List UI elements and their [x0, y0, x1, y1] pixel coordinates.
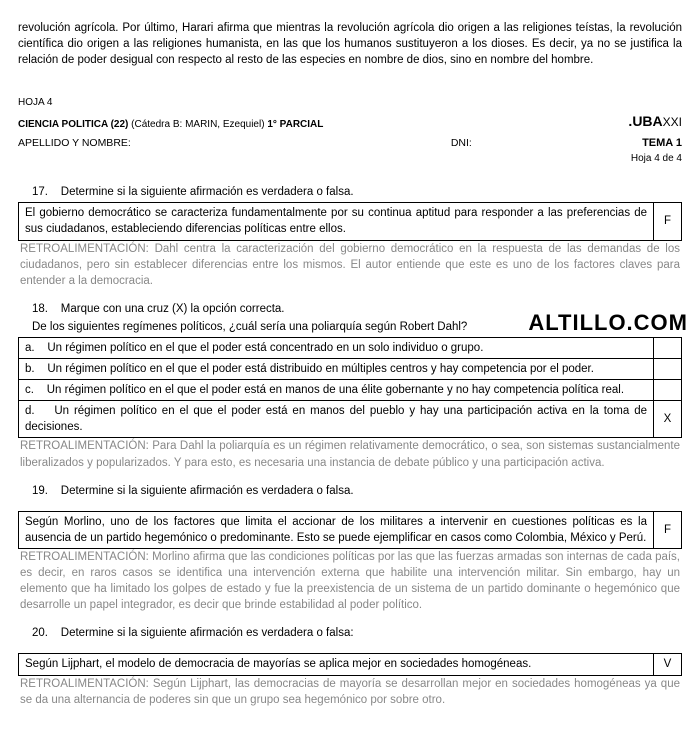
tema-hoja: TEMA 1 Hoja 4 de 4: [631, 136, 682, 166]
q17-statement: El gobierno democrático se caracteriza f…: [19, 203, 654, 240]
q19-statement: Según Morlino, uno de los factores que l…: [19, 511, 654, 548]
q19-box: Según Morlino, uno de los factores que l…: [18, 511, 682, 549]
q17-feedback-label: RETROALIMENTACIÓN:: [20, 243, 149, 255]
q18-opt-c-mark: [654, 380, 682, 401]
q20-number: 20.: [32, 627, 48, 639]
q19-feedback: RETROALIMENTACIÓN: Morlino afirma que la…: [18, 549, 682, 613]
dni-label: DNI:: [451, 136, 631, 166]
q19-answer: F: [654, 511, 682, 548]
q18-opt-c-cell: c. Un régimen político en el que el pode…: [19, 380, 654, 401]
q17-number: 17.: [32, 186, 48, 198]
q20-box: Según Lijphart, el modelo de democracia …: [18, 653, 682, 675]
intro-paragraph: revolución agrícola. Por último, Harari …: [18, 20, 682, 68]
q18-opt-b-text: Un régimen político en el que el poder e…: [47, 363, 594, 375]
q18-number: 18.: [32, 303, 48, 315]
course-code: CIENCIA POLITICA (22): [18, 119, 128, 130]
q18-opt-a-text: Un régimen político en el que el poder e…: [47, 342, 483, 354]
course-catedra: (Cátedra B: MARIN, Ezequiel): [128, 119, 267, 130]
q17-instruction: Determine si la siguiente afirmación es …: [61, 186, 354, 198]
watermark: ALTILLO.COM: [528, 308, 688, 339]
q18-opt-b-cell: b. Un régimen político en el que el pode…: [19, 359, 654, 380]
q17-answer: F: [654, 203, 682, 240]
q18-opt-a: a. Un régimen político en el que el pode…: [19, 338, 682, 359]
q18-opt-c-label: c.: [25, 384, 34, 396]
tema-label: TEMA 1: [631, 136, 682, 151]
uba-bold: UBA: [632, 113, 662, 129]
q18-instruction: Marque con una cruz (X) la opción correc…: [61, 303, 285, 315]
q18-options: a. Un régimen político en el que el pode…: [18, 337, 682, 438]
q17-feedback: RETROALIMENTACIÓN: Dahl centra la caract…: [18, 241, 682, 289]
q20-feedback: RETROALIMENTACIÓN: Según Lijphart, las d…: [18, 676, 682, 708]
q19-number: 19.: [32, 485, 48, 497]
q20-feedback-label: RETROALIMENTACIÓN:: [20, 678, 149, 690]
q18-opt-c-text: Un régimen político en el que el poder e…: [47, 384, 624, 396]
hoja-label: HOJA 4: [18, 96, 682, 110]
q18-opt-d-cell: d. Un régimen político en el que el pode…: [19, 401, 654, 438]
q18-opt-a-cell: a. Un régimen político en el que el pode…: [19, 338, 654, 359]
q20-answer: V: [654, 654, 682, 675]
q18-opt-c: c. Un régimen político en el que el pode…: [19, 380, 682, 401]
q18-opt-b-label: b.: [25, 363, 35, 375]
q18-opt-d: d. Un régimen político en el que el pode…: [19, 401, 682, 438]
q18-opt-a-mark: [654, 338, 682, 359]
q18-feedback-label: RETROALIMENTACIÓN:: [20, 440, 149, 452]
student-info-row: APELLIDO Y NOMBRE: DNI: TEMA 1 Hoja 4 de…: [18, 136, 682, 166]
hoja-counter: Hoja 4 de 4: [631, 153, 682, 164]
apellido-label: APELLIDO Y NOMBRE:: [18, 136, 451, 166]
q18-opt-d-label: d.: [25, 405, 35, 417]
uba-logo: .UBAXXI: [628, 112, 682, 132]
course-parcial: 1° PARCIAL: [267, 119, 323, 130]
q18-opt-b-mark: [654, 359, 682, 380]
q18-opt-d-text: Un régimen político en el que el poder e…: [25, 405, 647, 433]
q17-box: El gobierno democrático se caracteriza f…: [18, 202, 682, 240]
course-header: CIENCIA POLITICA (22) (Cátedra B: MARIN,…: [18, 112, 682, 132]
q18-opt-a-label: a.: [25, 342, 35, 354]
uba-xxi: XXI: [663, 115, 682, 129]
q19-prompt: 19. Determine si la siguiente afirmación…: [32, 483, 682, 499]
q18-feedback: RETROALIMENTACIÓN: Para Dahl la poliarqu…: [18, 438, 682, 470]
q20-instruction: Determine si la siguiente afirmación es …: [61, 627, 354, 639]
q18-opt-d-mark: X: [654, 401, 682, 438]
q20-statement: Según Lijphart, el modelo de democracia …: [19, 654, 654, 675]
q19-instruction: Determine si la siguiente afirmación es …: [61, 485, 354, 497]
q19-feedback-label: RETROALIMENTACIÓN:: [20, 551, 149, 563]
q18-opt-b: b. Un régimen político en el que el pode…: [19, 359, 682, 380]
course-left: CIENCIA POLITICA (22) (Cátedra B: MARIN,…: [18, 118, 323, 132]
q17-prompt: 17. Determine si la siguiente afirmación…: [32, 184, 682, 200]
q20-prompt: 20. Determine si la siguiente afirmación…: [32, 625, 682, 641]
